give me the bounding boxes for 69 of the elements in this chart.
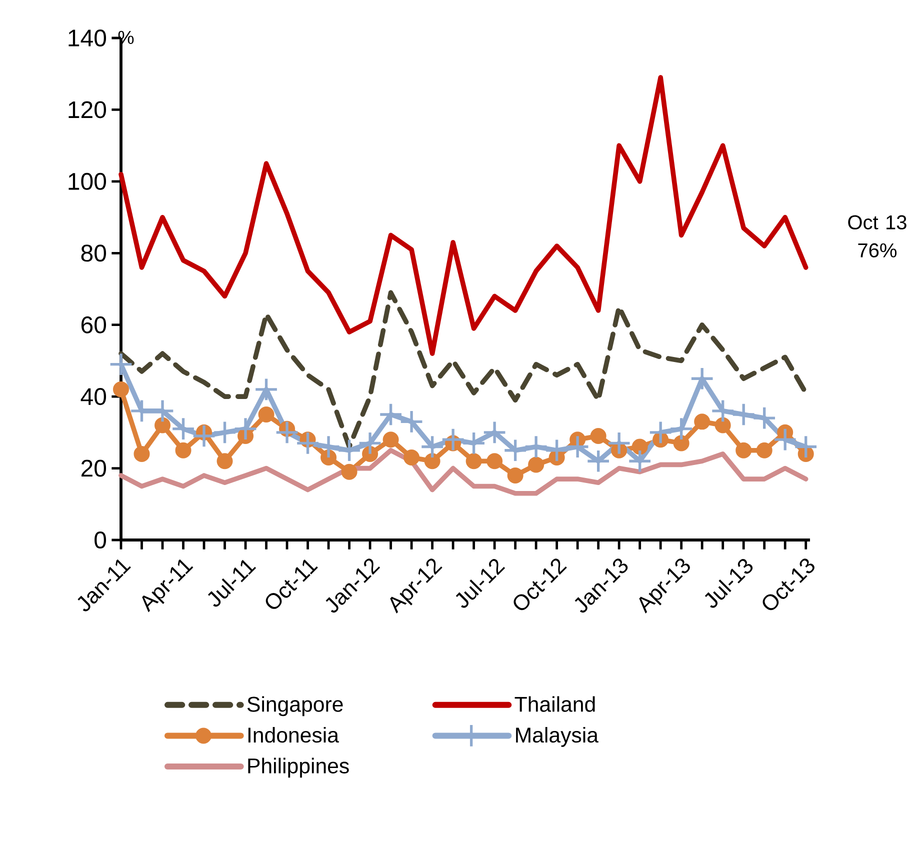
point <box>172 418 194 440</box>
point <box>338 440 360 462</box>
point <box>694 414 710 430</box>
annotation: Oct 13 76% <box>848 215 906 258</box>
point <box>629 450 650 472</box>
y-tick-label: 100 <box>68 172 106 190</box>
point <box>382 432 399 448</box>
point <box>650 422 672 444</box>
point <box>134 446 150 462</box>
y-tick-label: 60 <box>81 316 106 334</box>
point <box>670 418 692 440</box>
point <box>442 428 464 450</box>
point <box>736 442 752 458</box>
point <box>504 440 526 462</box>
point <box>608 432 630 454</box>
point <box>175 442 192 458</box>
point <box>588 450 609 472</box>
legend-label: Philippines <box>248 758 349 778</box>
point <box>154 417 171 434</box>
y-tick-label: 80 <box>81 244 106 262</box>
legend-label: Singapore <box>247 696 343 716</box>
y-tick-label: 120 <box>68 101 106 118</box>
point <box>256 378 277 400</box>
point <box>466 453 482 470</box>
point <box>422 436 443 458</box>
point <box>193 425 215 447</box>
point <box>486 453 503 470</box>
point <box>566 436 588 458</box>
point <box>380 404 402 426</box>
point <box>113 381 130 398</box>
point <box>546 440 568 462</box>
point <box>528 456 544 473</box>
legend-label: Malaysia <box>516 727 598 747</box>
point <box>714 417 731 434</box>
point <box>214 422 236 444</box>
y-tick-label: 140 <box>68 29 106 46</box>
point <box>795 436 817 458</box>
point <box>732 404 754 426</box>
line-series <box>118 75 808 356</box>
point <box>507 467 524 484</box>
point <box>341 464 358 480</box>
point <box>484 422 506 444</box>
point <box>234 418 256 440</box>
point <box>359 432 381 454</box>
point <box>673 435 690 452</box>
point <box>754 407 776 429</box>
point <box>400 411 422 432</box>
point <box>712 400 734 422</box>
point <box>691 368 713 390</box>
y-tick-label: 0 <box>94 531 106 548</box>
point <box>297 432 318 454</box>
point <box>318 436 340 458</box>
point <box>774 428 796 450</box>
legend-label: Thailand <box>514 696 595 712</box>
point <box>404 450 420 466</box>
point <box>632 438 648 455</box>
point <box>110 354 132 375</box>
line-series <box>118 448 808 496</box>
point <box>756 442 772 458</box>
point <box>258 406 274 423</box>
y-tick-label: 20 <box>81 460 106 477</box>
point <box>590 428 606 444</box>
point <box>276 422 298 444</box>
point <box>424 453 440 470</box>
y-tick-label: 40 <box>80 388 106 406</box>
point <box>216 453 233 470</box>
point <box>525 436 547 458</box>
point <box>463 432 484 454</box>
legend-label: Indonesia <box>248 727 339 743</box>
